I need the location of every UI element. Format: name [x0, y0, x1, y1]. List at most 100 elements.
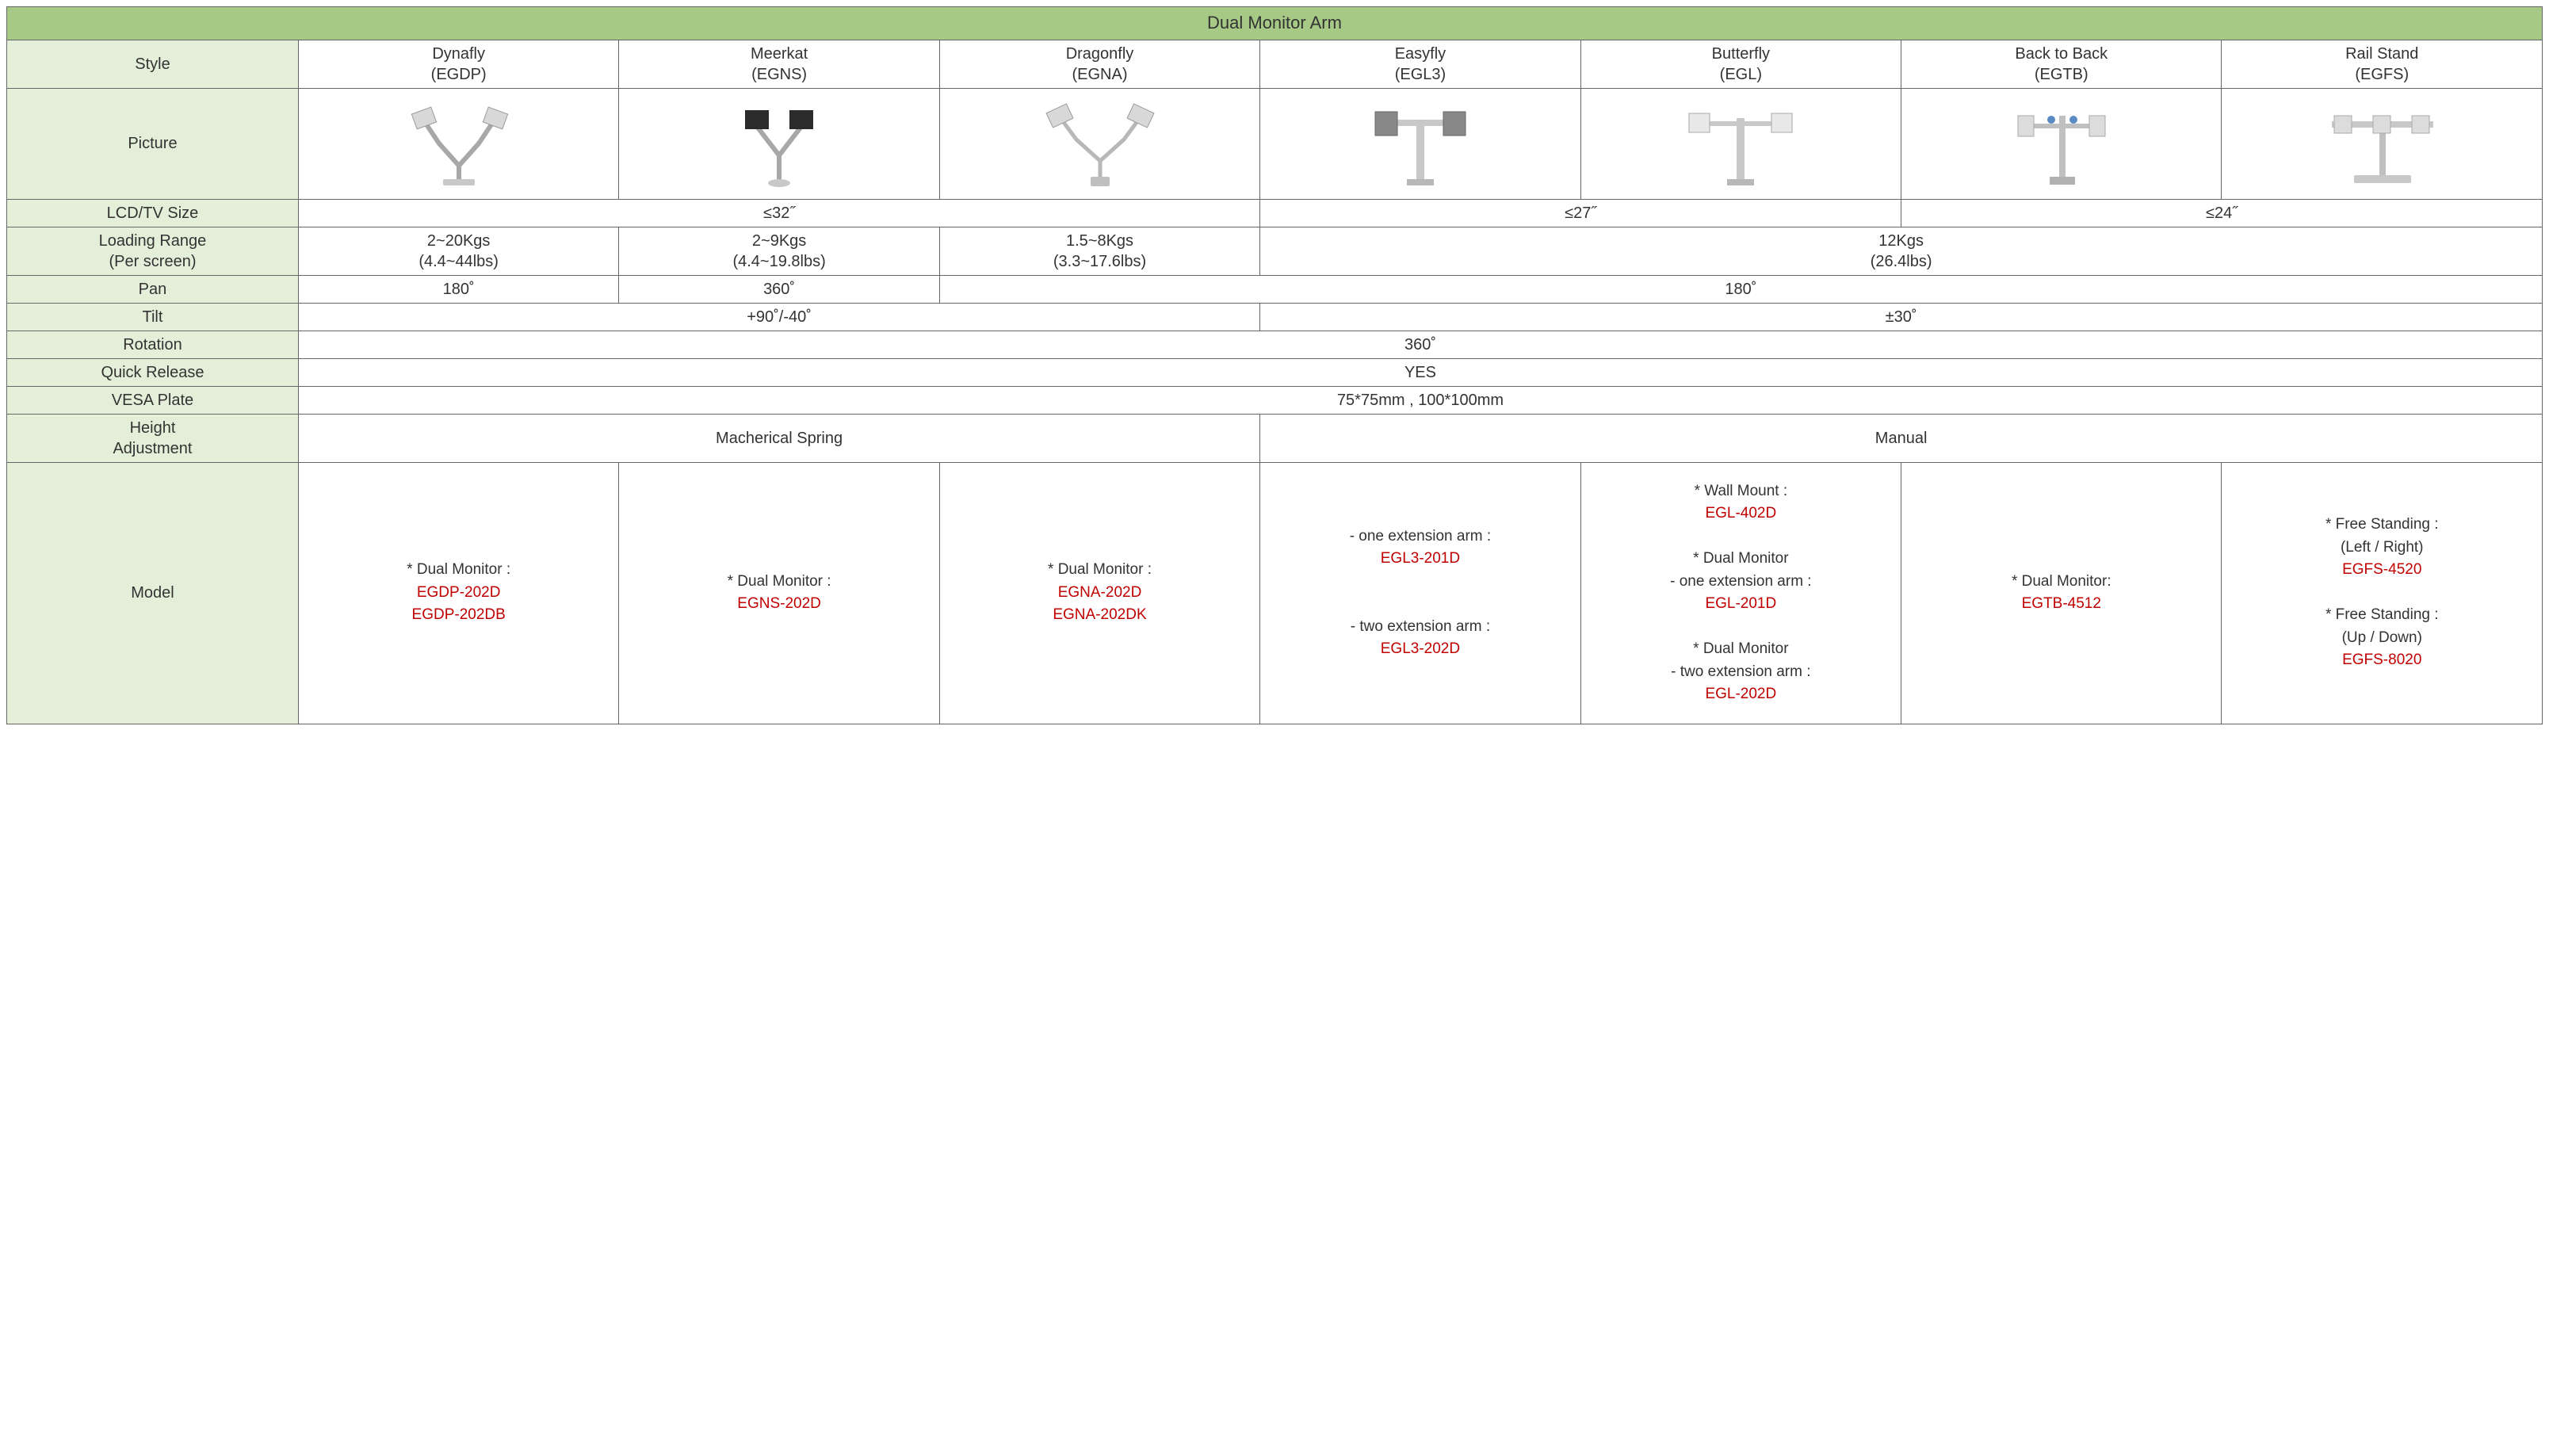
model-label: * Wall Mount : [1695, 483, 1788, 499]
picture-easyfly [1260, 88, 1580, 199]
style-code: (EGL3) [1395, 66, 1446, 83]
lcd-row: LCD/TV Size ≤32˝ ≤27˝ ≤24˝ [7, 199, 2543, 227]
model-code: EGNA-202DK [1053, 606, 1146, 623]
quick-row: Quick Release YES [7, 358, 2543, 386]
model-code: EGL3-202D [1381, 640, 1460, 657]
model-cell: - one extension arm :EGL3-201D - two ext… [1260, 462, 1580, 724]
model-label: * Dual Monitor: [2012, 573, 2111, 590]
label-line2: Adjustment [113, 440, 192, 457]
picture-dynafly [298, 88, 618, 199]
style-cell: Meerkat (EGNS) [619, 40, 939, 88]
style-name: Meerkat [751, 45, 808, 63]
rotation-row: Rotation 360˚ [7, 331, 2543, 358]
picture-dragonfly [939, 88, 1259, 199]
load-kg: 1.5~8Kgs [1066, 232, 1133, 250]
style-cell: Easyfly (EGL3) [1260, 40, 1580, 88]
style-name: Butterfly [1712, 45, 1770, 63]
model-label [2380, 584, 2384, 601]
style-name: Dragonfly [1066, 45, 1134, 63]
height-value: Manual [1260, 414, 2543, 462]
row-label-height: Height Adjustment [7, 414, 299, 462]
model-code: EGFS-8020 [2342, 652, 2421, 668]
dynafly-icon [399, 96, 518, 191]
model-label: - one extension arm : [1350, 528, 1491, 545]
style-code: (EGNA) [1072, 66, 1128, 83]
row-label-tilt: Tilt [7, 303, 299, 331]
model-label [1418, 573, 1422, 590]
pan-value: 360˚ [619, 275, 939, 303]
style-row: Style Dynafly (EGDP) Meerkat (EGNS) Dragon… [7, 40, 2543, 88]
picture-row: Picture [7, 88, 2543, 199]
picture-backtoback [1901, 88, 2222, 199]
model-code: EGDP-202D [417, 584, 501, 601]
pan-row: Pan 180˚ 360˚ 180˚ [7, 275, 2543, 303]
row-label-style: Style [7, 40, 299, 88]
load-kg: 2~9Kgs [752, 232, 806, 250]
tilt-value: ±30˚ [1260, 303, 2543, 331]
picture-railstand [2222, 88, 2543, 199]
model-cell: * Dual Monitor : EGNA-202D EGNA-202DK [939, 462, 1259, 724]
model-code: EGTB-4512 [2022, 595, 2101, 612]
style-cell: Dynafly (EGDP) [298, 40, 618, 88]
model-code: EGDP-202DB [412, 606, 506, 623]
tilt-value: +90˚/-40˚ [298, 303, 1259, 331]
lcd-value: ≤32˝ [298, 199, 1259, 227]
picture-meerkat [619, 88, 939, 199]
dragonfly-icon [1041, 96, 1160, 191]
model-label [1739, 528, 1743, 545]
load-lb: (4.4~19.8lbs) [732, 253, 825, 270]
model-cell: * Dual Monitor: EGTB-4512 [1901, 462, 2222, 724]
model-label: - two extension arm : [1671, 663, 1810, 680]
model-code: EGNA-202D [1058, 584, 1142, 601]
rotation-value: 360˚ [298, 331, 2542, 358]
style-name: Easyfly [1395, 45, 1446, 63]
model-code: EGL3-201D [1381, 550, 1460, 567]
vesa-row: VESA Plate 75*75mm , 100*100mm [7, 386, 2543, 414]
pan-value: 180˚ [939, 275, 2542, 303]
style-name: Back to Back [2015, 45, 2108, 63]
style-code: (EGFS) [2355, 66, 2409, 83]
row-label-loading: Loading Range(Per screen) [7, 227, 299, 275]
load-kg: 2~20Kgs [427, 232, 491, 250]
row-label-quick: Quick Release [7, 358, 299, 386]
model-cell: * Dual Monitor :EGNS-202D [619, 462, 939, 724]
butterfly-icon [1681, 96, 1800, 191]
backtoback-icon [2002, 96, 2121, 191]
loading-cell: 2~20Kgs(4.4~44lbs) [298, 227, 618, 275]
loading-cell: 2~9Kgs (4.4~19.8lbs) [619, 227, 939, 275]
model-label [1739, 618, 1743, 635]
model-code: EGFS-4520 [2342, 561, 2421, 578]
railstand-icon [2322, 96, 2441, 191]
row-label-pan: Pan [7, 275, 299, 303]
row-label-lcd: LCD/TV Size [7, 199, 299, 227]
style-cell: Back to Back(EGTB) [1901, 40, 2222, 88]
load-lb: (26.4lbs) [1871, 253, 1932, 270]
style-name: Dynafly [432, 45, 485, 63]
style-cell: Dragonfly (EGNA) [939, 40, 1259, 88]
model-label: * Dual Monitor [1693, 640, 1788, 657]
loading-row: Loading Range(Per screen) 2~20Kgs(4.4~44… [7, 227, 2543, 275]
model-code: EGL-202D [1705, 686, 1776, 702]
quick-value: YES [298, 358, 2542, 386]
model-cell: * Dual Monitor :EGDP-202DEGDP-202DB [298, 462, 618, 724]
table-title: Dual Monitor Arm [7, 7, 2543, 40]
vesa-value: 75*75mm , 100*100mm [298, 386, 2542, 414]
model-code: EGNS-202D [737, 595, 821, 612]
style-code: (EGNS) [751, 66, 807, 83]
loading-cell: 1.5~8Kgs(3.3~17.6lbs) [939, 227, 1259, 275]
row-label-picture: Picture [7, 88, 299, 199]
model-label: * Dual Monitor [1693, 550, 1788, 567]
model-label: * Dual Monitor : [1048, 561, 1152, 578]
label-line1: Height [130, 419, 176, 437]
meerkat-icon [720, 96, 839, 191]
model-label: * Free Standing : [2325, 606, 2439, 623]
style-code: (EGDP) [431, 66, 487, 83]
row-label-vesa: VESA Plate [7, 386, 299, 414]
model-cell: * Free Standing :(Left / Right)EGFS-4520… [2222, 462, 2543, 724]
style-code: (EGL) [1720, 66, 1762, 83]
height-row: HeightAdjustment Macherical Spring Manua… [7, 414, 2543, 462]
easyfly-icon [1361, 96, 1480, 191]
lcd-value: ≤24˝ [1901, 199, 2543, 227]
model-code: EGL-201D [1705, 595, 1776, 612]
title-row: Dual Monitor Arm [7, 7, 2543, 40]
